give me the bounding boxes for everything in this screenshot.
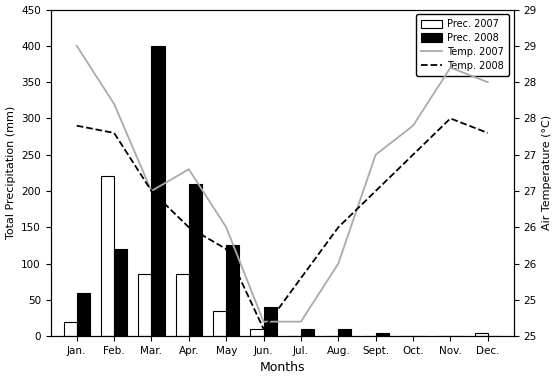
Temp. 2008 bbox=[148, 189, 155, 193]
Temp. 2007 bbox=[260, 319, 267, 324]
Bar bbox=[376, 332, 389, 336]
Bar bbox=[213, 311, 226, 336]
Line: Temp. 2007: Temp. 2007 bbox=[77, 46, 488, 321]
Temp. 2007 bbox=[223, 225, 229, 230]
Temp. 2007 bbox=[110, 101, 117, 106]
Temp. 2007 bbox=[74, 44, 80, 48]
Temp. 2008 bbox=[74, 124, 80, 128]
Temp. 2008 bbox=[223, 247, 229, 251]
Temp. 2008 bbox=[484, 131, 491, 135]
Temp. 2007 bbox=[372, 152, 379, 157]
Temp. 2007 bbox=[148, 189, 155, 193]
Temp. 2008 bbox=[297, 276, 304, 280]
Temp. 2007 bbox=[447, 65, 454, 70]
Legend: Prec. 2007, Prec. 2008, Temp. 2007, Temp. 2008: Prec. 2007, Prec. 2008, Temp. 2007, Temp… bbox=[416, 14, 509, 76]
Bar bbox=[151, 46, 165, 336]
Temp. 2007 bbox=[410, 124, 416, 128]
Bar bbox=[176, 274, 189, 336]
Temp. 2007 bbox=[185, 167, 192, 171]
Bar bbox=[475, 332, 488, 336]
X-axis label: Months: Months bbox=[259, 361, 305, 374]
Temp. 2007 bbox=[335, 261, 341, 266]
Bar bbox=[77, 293, 90, 336]
Bar bbox=[301, 329, 314, 336]
Bar bbox=[64, 321, 77, 336]
Temp. 2008 bbox=[110, 131, 117, 135]
Temp. 2008 bbox=[410, 152, 416, 157]
Temp. 2008 bbox=[335, 225, 341, 230]
Bar bbox=[114, 249, 127, 336]
Bar bbox=[101, 176, 114, 336]
Temp. 2008 bbox=[260, 327, 267, 331]
Temp. 2008 bbox=[447, 116, 454, 121]
Temp. 2008 bbox=[185, 225, 192, 230]
Bar bbox=[138, 274, 151, 336]
Y-axis label: Air Temperature (°C): Air Temperature (°C) bbox=[542, 115, 552, 230]
Bar bbox=[189, 184, 202, 336]
Bar bbox=[338, 329, 352, 336]
Temp. 2007 bbox=[297, 319, 304, 324]
Y-axis label: Total Precipitation (mm): Total Precipitation (mm) bbox=[6, 106, 16, 239]
Bar bbox=[251, 329, 263, 336]
Bar bbox=[226, 245, 239, 336]
Bar bbox=[263, 307, 277, 336]
Temp. 2007 bbox=[484, 80, 491, 84]
Temp. 2008 bbox=[372, 189, 379, 193]
Line: Temp. 2008: Temp. 2008 bbox=[77, 119, 488, 329]
